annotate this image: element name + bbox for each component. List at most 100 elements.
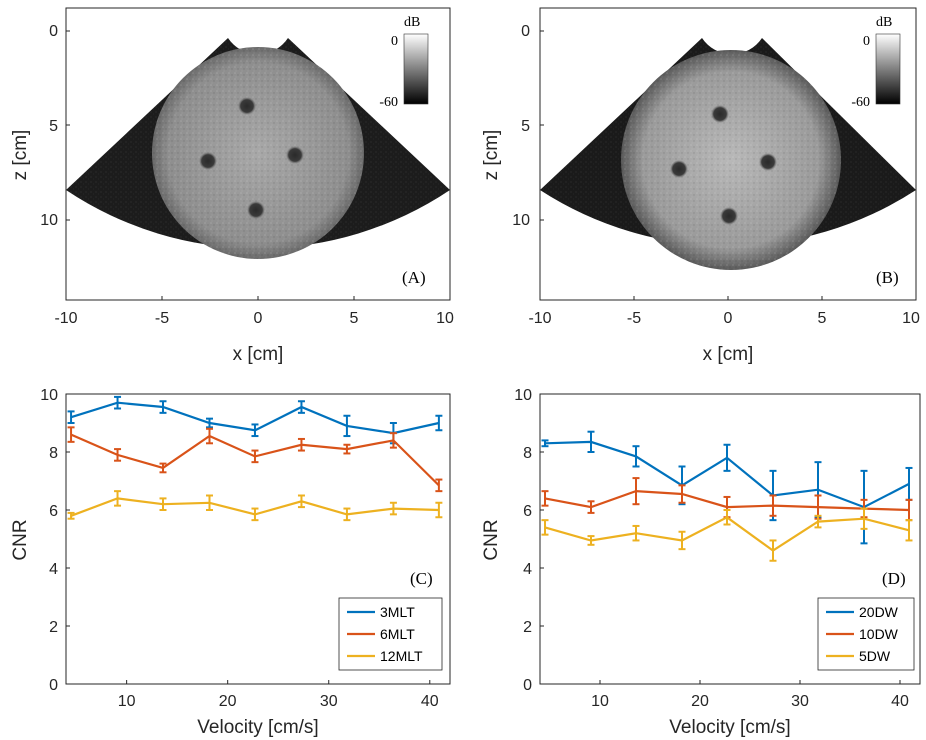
cyst-bottom xyxy=(247,201,265,219)
error-bar xyxy=(678,530,686,551)
x-tick: 30 xyxy=(320,693,338,710)
error-bar xyxy=(67,410,75,424)
error-bar xyxy=(632,524,640,542)
error-bar xyxy=(343,507,351,522)
legend-label: 10DW xyxy=(859,626,899,642)
cyst-left xyxy=(199,152,217,170)
series-3MLT xyxy=(67,395,443,445)
colorbar-b: dB 0 -60 xyxy=(851,15,901,110)
x-axis-label-d: Velocity [cm/s] xyxy=(669,717,790,738)
y-ticks-a: 0 5 10 xyxy=(40,23,70,229)
y-tick: 10 xyxy=(40,212,58,229)
panel-a: -10 -5 0 5 10 0 5 10 x [cm] z [cm] dB 0 … xyxy=(10,7,454,365)
error-bar xyxy=(343,414,351,438)
y-tick: 0 xyxy=(49,677,58,694)
legend-entry: 5DW xyxy=(826,648,891,664)
error-bar xyxy=(114,395,122,410)
x-tick: 5 xyxy=(818,310,827,327)
x-tick: 10 xyxy=(118,693,136,710)
error-bar xyxy=(814,514,822,529)
error-bar xyxy=(435,478,443,493)
series-12MLT xyxy=(67,490,443,522)
x-axis-label-a: x [cm] xyxy=(233,344,284,365)
error-bar xyxy=(67,426,75,443)
y-tick: 10 xyxy=(514,387,532,404)
y-tick: 2 xyxy=(523,619,532,636)
error-bar xyxy=(435,414,443,432)
error-bar xyxy=(114,490,122,507)
legend-c: 3MLT 6MLT 12MLT xyxy=(338,597,443,671)
ticks-c: 0 2 4 6 8 10 10 20 30 40 xyxy=(40,387,439,710)
y-tick: 2 xyxy=(49,619,58,636)
y-tick: 6 xyxy=(523,503,532,520)
colorbar-unit: dB xyxy=(876,15,892,30)
error-bar xyxy=(541,519,549,536)
cyst-bottom xyxy=(720,207,738,225)
panel-label-d: (D) xyxy=(882,569,906,588)
series-5DW xyxy=(541,507,913,562)
y-axis-label-c: CNR xyxy=(10,519,31,560)
error-bar xyxy=(541,439,549,448)
error-bar xyxy=(769,539,777,562)
error-bar xyxy=(159,497,167,511)
error-bar xyxy=(205,494,213,511)
legend-entry: 12MLT xyxy=(347,648,423,664)
error-bar xyxy=(159,462,167,474)
x-tick: -5 xyxy=(627,310,641,327)
y-tick: 10 xyxy=(512,212,530,229)
error-bar xyxy=(67,511,75,520)
x-tick: 0 xyxy=(254,310,263,327)
error-bar xyxy=(205,417,213,429)
panel-label-c: (C) xyxy=(410,569,433,588)
x-tick: 10 xyxy=(591,693,609,710)
x-tick: 40 xyxy=(421,693,439,710)
ultrasound-image-b xyxy=(540,38,916,270)
x-ticks-a: -10 -5 0 5 10 xyxy=(54,296,454,327)
series-10DW xyxy=(541,477,913,522)
x-tick: 30 xyxy=(791,693,809,710)
error-bar xyxy=(723,509,731,526)
x-ticks-b: -10 -5 0 5 10 xyxy=(528,296,920,327)
y-tick: 5 xyxy=(521,118,530,135)
legend-entry: 3MLT xyxy=(347,604,415,620)
colorbar-label: 0 xyxy=(863,34,870,49)
panel-label-a: (A) xyxy=(402,268,426,287)
y-tick: 0 xyxy=(523,677,532,694)
error-bar xyxy=(905,519,913,542)
legend-entry: 20DW xyxy=(826,604,899,620)
cyst-top xyxy=(238,97,256,115)
panel-b: -10 -5 0 5 10 0 5 10 x [cm] z [cm] dB 0 … xyxy=(481,7,920,365)
error-bar xyxy=(678,484,686,504)
legend-d: 20DW 10DW 5DW xyxy=(817,597,915,671)
y-ticks-b: 0 5 10 xyxy=(512,23,544,229)
y-axis-label-b: z [cm] xyxy=(481,130,502,181)
error-bar xyxy=(297,494,305,509)
cyst-left xyxy=(670,160,688,178)
x-tick: 20 xyxy=(219,693,237,710)
legend-label: 3MLT xyxy=(380,604,415,620)
y-axis-label-d: CNR xyxy=(481,519,502,560)
legend-label: 12MLT xyxy=(380,648,423,664)
y-tick: 0 xyxy=(521,23,530,40)
error-bar xyxy=(723,443,731,472)
error-bar xyxy=(297,400,305,414)
y-tick: 10 xyxy=(40,387,58,404)
error-bar xyxy=(297,437,305,452)
y-tick: 6 xyxy=(49,503,58,520)
colorbar-label: -60 xyxy=(379,95,398,110)
cyst-right xyxy=(759,153,777,171)
ultrasound-image-a xyxy=(66,38,450,259)
x-tick: 10 xyxy=(436,310,454,327)
error-bar xyxy=(251,449,259,464)
error-bar xyxy=(205,427,213,445)
error-bar xyxy=(159,400,167,414)
y-tick: 8 xyxy=(523,445,532,462)
x-tick: -5 xyxy=(155,310,169,327)
y-tick: 8 xyxy=(49,445,58,462)
y-tick: 5 xyxy=(49,118,58,135)
series-6MLT xyxy=(67,426,443,493)
x-axis-label-b: x [cm] xyxy=(703,344,754,365)
